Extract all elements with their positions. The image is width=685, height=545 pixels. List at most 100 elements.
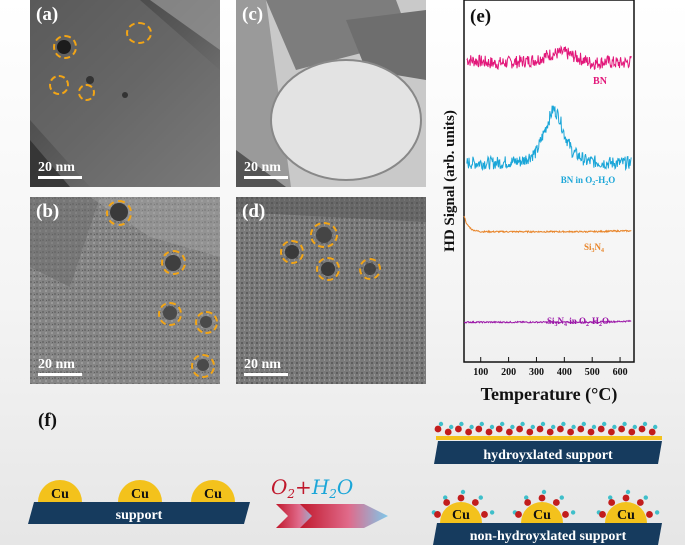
oxygen-atom — [648, 428, 656, 436]
oxygen-atom — [536, 425, 544, 433]
panel-label-a: (a) — [36, 4, 59, 25]
hydrogen-atom — [561, 421, 566, 427]
tem-panel-d: (d) 20 nm — [236, 197, 426, 384]
oxygen-atom — [457, 494, 465, 502]
label-part: -H — [589, 316, 599, 326]
series-label-bn: BN — [593, 76, 608, 87]
oxygen-atom — [618, 425, 625, 433]
label-part: -H — [595, 175, 605, 185]
cu-particle — [440, 502, 482, 523]
label-part: N — [557, 316, 564, 326]
series-label-si3n4-o2h2o: Si3N4 in O2-H2O — [547, 316, 609, 328]
hydroxylated-label: hydroyxlated support — [483, 448, 613, 463]
hydrogen-atom — [489, 510, 495, 515]
oxygen-atom — [599, 511, 606, 518]
hydrogen-atom — [551, 424, 556, 430]
oxygen-atom — [538, 494, 546, 502]
hydroxyl-group — [562, 510, 576, 518]
hydroxyl-group — [536, 421, 546, 433]
particle-marker — [49, 75, 69, 95]
label-sub: 4 — [601, 248, 604, 254]
scale-line — [38, 176, 82, 179]
arrow-body — [300, 504, 388, 528]
hydrogen-atom — [570, 510, 576, 515]
cu-label: Cu — [617, 508, 635, 523]
oxygen-atom — [475, 425, 483, 433]
oxygen-atom — [628, 428, 636, 436]
oxygen-atom — [444, 428, 452, 436]
hydroxyl-group — [465, 424, 474, 436]
hydrogen-atom — [643, 495, 648, 500]
oxygen-atom — [526, 428, 534, 436]
particle-marker — [126, 22, 152, 44]
cu-particle — [521, 502, 563, 523]
hydroxyl-group — [455, 421, 464, 433]
oxygen-atom — [465, 428, 472, 436]
hydrogen-atom — [524, 495, 529, 500]
formula-part: O — [271, 475, 287, 499]
hydrogen-atom — [540, 421, 546, 427]
hydrogen-atom — [489, 424, 495, 430]
hydroxyl-group — [596, 510, 606, 518]
oxygen-atom — [546, 428, 554, 436]
hydroxyl-group — [471, 495, 483, 506]
left-support-group: Cu Cu Cu support — [28, 480, 250, 524]
oxygen-atom — [481, 511, 488, 518]
hydroxyl-group — [638, 421, 648, 433]
series-line — [463, 319, 632, 325]
cu-particle — [118, 480, 162, 502]
hydroxyl-group — [546, 424, 556, 436]
x-tick-label: 200 — [501, 367, 516, 378]
hydroxyl-group — [538, 489, 547, 502]
hydroxyl-group — [608, 424, 617, 436]
tem-image-b — [30, 197, 220, 384]
oxygen-atom — [638, 425, 646, 433]
label-part: in O — [567, 316, 586, 326]
hydrogen-atom — [612, 424, 617, 430]
hd-signal-chart: 100 200 300 400 500 600 Temperature (°C) HD S… — [442, 0, 635, 405]
oxygen-atom — [515, 511, 522, 518]
hydroxyl-group — [597, 421, 607, 433]
hydrogen-atom — [654, 510, 660, 515]
hydroxyl-group — [481, 510, 495, 518]
oxygen-atom — [622, 494, 630, 502]
hydroxyl-group — [557, 421, 566, 433]
x-tick-label: 100 — [473, 367, 488, 378]
hydroxyl-group — [636, 495, 648, 506]
chart-panel-e: (e) 100 200 300 400 500 600 Temperature (°C) … — [428, 0, 685, 410]
formula-sub: 2 — [286, 487, 295, 501]
hydrogen-atom — [625, 489, 631, 495]
cu-label: Cu — [51, 487, 69, 502]
scale-line — [244, 373, 288, 376]
support-bar — [28, 502, 250, 524]
hydrogen-atom — [478, 495, 483, 500]
label-part: N — [595, 242, 602, 252]
label-part: Si — [547, 316, 555, 326]
x-tick-label: 300 — [529, 367, 544, 378]
oxygen-atom — [495, 425, 503, 433]
scale-label: 20 nm — [38, 160, 75, 175]
hydroxyl-group — [485, 424, 495, 436]
hydrogen-atom — [608, 495, 613, 500]
panel-label-b: (b) — [36, 201, 60, 222]
particle-marker — [191, 354, 215, 378]
particle-marker — [280, 240, 304, 264]
hydrogen-atom — [443, 495, 448, 500]
cu-particle — [191, 480, 235, 502]
oxygen-atom — [587, 428, 595, 436]
hydrogen-atom — [479, 421, 484, 427]
formula-part: O — [337, 475, 353, 499]
hydroxyl-group — [622, 489, 631, 502]
hydrogen-atom — [449, 424, 454, 430]
hydrogen-atom — [653, 424, 658, 430]
hydrogen-atom — [520, 421, 525, 427]
label-sub: 4 — [564, 322, 567, 328]
hydrogen-atom — [500, 421, 505, 427]
hydroxyl-group — [628, 424, 637, 436]
hydroxyl-group — [577, 421, 586, 433]
support-bar — [433, 523, 662, 545]
tem-panel-a: (a) 20 nm — [30, 0, 220, 187]
x-tick-label: 600 — [613, 367, 628, 378]
hydrogen-atom — [591, 424, 597, 430]
